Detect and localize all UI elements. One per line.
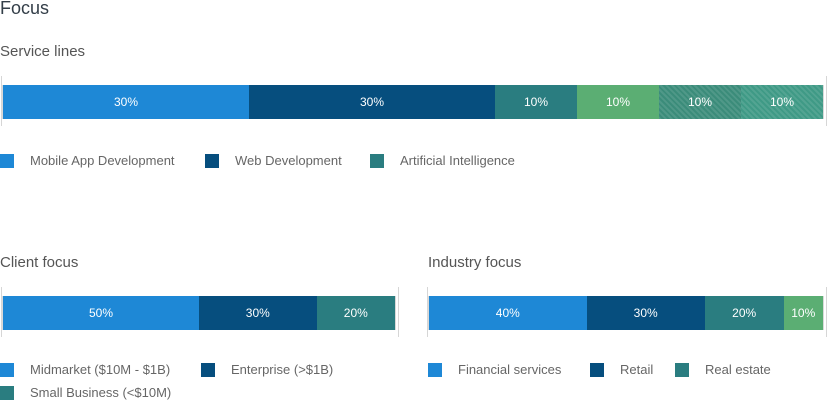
legend-label: Web Development [235,153,342,168]
legend-swatch [205,153,219,168]
service-lines-legend: Mobile App Development Web Development Art… [0,153,833,173]
client-focus-bar-frame [1,287,399,337]
client-focus-title: Client focus [0,254,79,271]
legend-swatch [201,362,215,377]
service-segment-0: 30% [3,85,249,119]
legend-label: Mobile App Development [30,153,175,168]
legend-swatch [0,362,14,377]
service-segment-1: 30% [249,85,495,119]
legend-label: Small Business (<$10M) [30,385,172,400]
service-legend-item: Mobile App Development [0,153,175,168]
industry-legend-item: Real estate [675,362,771,377]
legend-label: Artificial Intelligence [400,153,515,168]
industry-focus-legend: Financial services Retail Real estate [428,362,833,382]
legend-label: Enterprise (>$1B) [231,362,334,377]
industry-segment-0: 40% [429,296,587,330]
industry-segment-1: 30% [586,296,705,330]
client-focus-bar: 50% 30% 20% [2,296,396,330]
industry-focus-title: Industry focus [428,254,522,271]
legend-label: Retail [620,362,654,377]
client-focus-legend: Midmarket ($10M - $1B) Enterprise (>$1B) S… [0,362,420,407]
service-lines-bar: 30% 30% 10% 10% 10% 10% [2,85,824,119]
legend-label: Real estate [705,362,771,377]
service-segment-4: 10% [659,85,741,119]
client-legend-item: Enterprise (>$1B) [201,362,333,377]
legend-swatch [590,362,604,377]
client-segment-2: 20% [316,296,395,330]
service-segment-2: 10% [495,85,577,119]
service-lines-bar-frame [1,76,827,126]
industry-focus-bar: 40% 30% 20% 10% [428,296,824,330]
service-lines-title: Service lines [0,43,86,60]
legend-swatch [675,362,689,377]
industry-segment-3: 10% [783,296,823,330]
industry-legend-item: Retail [590,362,653,377]
service-segment-3: 10% [577,85,659,119]
client-segment-1: 30% [199,296,317,330]
legend-swatch [370,153,384,168]
client-segment-0: 50% [3,296,199,330]
legend-label: Midmarket ($10M - $1B) [30,362,171,377]
client-legend-item: Midmarket ($10M - $1B) [0,362,170,377]
service-legend-item: Artificial Intelligence [370,153,515,168]
page-title: Focus [0,0,50,18]
client-legend-item: Small Business (<$10M) [0,385,171,400]
legend-swatch [0,153,14,168]
service-segment-5: 10% [741,85,823,119]
industry-legend-item: Financial services [428,362,561,377]
legend-swatch [0,385,14,400]
service-legend-item: Web Development [205,153,342,168]
legend-label: Financial services [458,362,562,377]
industry-focus-bar-frame [427,287,827,337]
legend-swatch [428,362,442,377]
industry-segment-2: 20% [704,296,784,330]
